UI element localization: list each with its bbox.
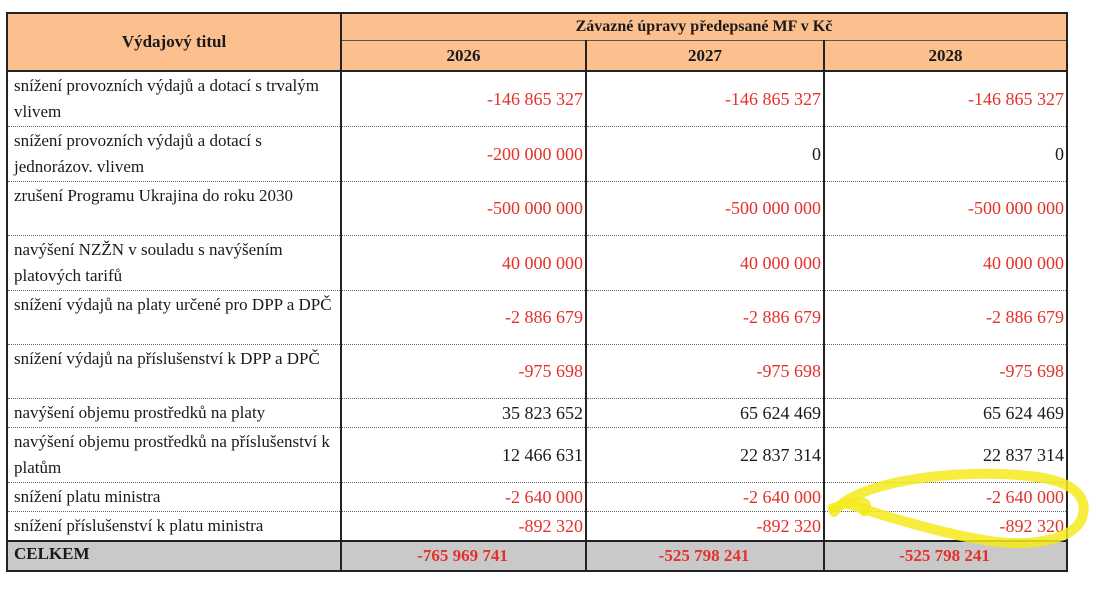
row-value-2026: 12 466 631 [340,427,587,483]
total-value-2026: -765 969 741 [340,540,587,572]
row-label: snížení příslušenství k platu ministra [6,511,342,542]
row-label: navýšení objemu prostředků na platy [6,398,342,428]
budget-table-container: Výdajový titul Závazné úpravy předepsané… [6,12,1068,572]
row-value-2028: 40 000 000 [823,235,1068,291]
table-row: navýšení objemu prostředků na příslušens… [6,427,1068,483]
row-value-2027: 40 000 000 [585,235,825,291]
total-value-2027: -525 798 241 [585,540,825,572]
row-value-2027: -2 640 000 [585,482,825,512]
row-label: snížení výdajů na příslušenství k DPP a … [6,344,342,399]
row-value-2028: -500 000 000 [823,181,1068,236]
row-value-2027: -146 865 327 [585,71,825,127]
row-value-2026: 40 000 000 [340,235,587,291]
row-value-2028: -975 698 [823,344,1068,399]
row-value-2027: 65 624 469 [585,398,825,428]
row-value-2027: 0 [585,126,825,182]
column-header-title: Výdajový titul [6,12,342,72]
table-row: snížení výdajů na platy určené pro DPP a… [6,290,1068,345]
row-label: snížení platu ministra [6,482,342,512]
row-label: zrušení Programu Ukrajina do roku 2030 [6,181,342,236]
row-value-2027: -975 698 [585,344,825,399]
yellow-highlighter-mark [827,468,1089,549]
row-label: snížení provozních výdajů a dotací s trv… [6,71,342,127]
year-header-2026: 2026 [340,40,587,73]
row-value-2026: 35 823 652 [340,398,587,428]
budget-adjustments-table: Výdajový titul Závazné úpravy předepsané… [6,12,1068,572]
row-value-2026: -146 865 327 [340,71,587,127]
table-row: snížení provozních výdajů a dotací s jed… [6,126,1068,182]
year-header-2028: 2028 [823,40,1068,73]
row-label: snížení výdajů na platy určené pro DPP a… [6,290,342,345]
row-value-2026: -975 698 [340,344,587,399]
row-label: navýšení NZŽN v souladu s navýšením plat… [6,235,342,291]
year-header-2027: 2027 [585,40,825,73]
row-value-2027: -500 000 000 [585,181,825,236]
row-value-2028: 0 [823,126,1068,182]
total-row: CELKEM -765 969 741 -525 798 241 -525 798 2… [6,540,1068,572]
row-value-2026: -2 640 000 [340,482,587,512]
row-value-2026: -892 320 [340,511,587,542]
table-row: navýšení NZŽN v souladu s navýšením plat… [6,235,1068,291]
table-row: zrušení Programu Ukrajina do roku 2030 -5… [6,181,1068,236]
row-value-2027: -892 320 [585,511,825,542]
row-label: snížení provozních výdajů a dotací s jed… [6,126,342,182]
row-value-2028: -146 865 327 [823,71,1068,127]
table-row: snížení výdajů na příslušenství k DPP a … [6,344,1068,399]
table-row: snížení provozních výdajů a dotací s trv… [6,71,1068,127]
row-value-2026: -2 886 679 [340,290,587,345]
total-label: CELKEM [6,540,342,572]
row-value-2028: -892 320 [823,511,1068,542]
row-label: navýšení objemu prostředků na příslušens… [6,427,342,483]
row-value-2028: 65 624 469 [823,398,1068,428]
row-value-2026: -500 000 000 [340,181,587,236]
table-row: navýšení objemu prostředků na platy 35 82… [6,398,1068,428]
row-value-2027: -2 886 679 [585,290,825,345]
table-row: snížení příslušenství k platu ministra -8… [6,511,1068,542]
row-value-2026: -200 000 000 [340,126,587,182]
column-group-header: Závazné úpravy předepsané MF v Kč [340,12,1068,42]
row-value-2027: 22 837 314 [585,427,825,483]
row-value-2028: -2 886 679 [823,290,1068,345]
